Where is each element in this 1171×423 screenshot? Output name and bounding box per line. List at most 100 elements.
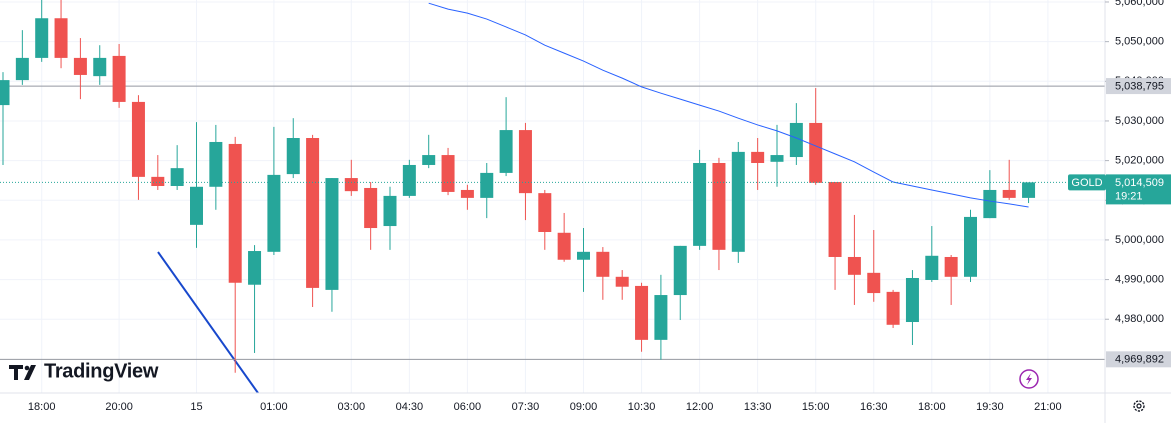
candle-body	[867, 272, 881, 294]
candle-body	[789, 122, 803, 158]
candle-body	[1002, 189, 1016, 198]
x-tick-label: 19:30	[976, 401, 1004, 413]
x-tick-label: 10:30	[628, 401, 656, 413]
candle-body	[325, 178, 339, 290]
candle-body	[228, 143, 242, 283]
candle-body	[654, 295, 668, 340]
alert-bolt[interactable]	[1026, 373, 1032, 385]
gear-outer[interactable]	[1133, 400, 1145, 412]
candle-body	[731, 151, 745, 252]
candle-body	[422, 155, 436, 165]
last-price-label: 5,014,509	[1115, 177, 1164, 189]
y-tick-label: 5,060,000	[1115, 0, 1164, 8]
x-tick-label: 09:00	[570, 401, 598, 413]
candle-body	[480, 172, 494, 198]
candle-body	[441, 155, 455, 192]
candle-body	[248, 251, 262, 285]
x-tick-label: 18:00	[28, 401, 56, 413]
candle-body	[170, 168, 184, 186]
candle-body	[673, 245, 687, 296]
candle-body	[925, 255, 939, 280]
gear-inner[interactable]	[1136, 403, 1142, 409]
candle-body	[905, 277, 919, 323]
symbol-label: GOLD	[1071, 177, 1102, 189]
x-tick-label: 04:30	[396, 401, 424, 413]
candle-body	[847, 256, 861, 275]
x-tick-label: 15	[190, 401, 202, 413]
y-tick-label: 5,020,000	[1115, 155, 1164, 167]
price-line-label: 5,038,795	[1115, 80, 1164, 92]
candle-body	[402, 164, 416, 196]
candle-body	[596, 251, 610, 277]
candle-body	[73, 57, 87, 75]
x-tick-label: 16:30	[860, 401, 888, 413]
candle-body	[15, 57, 29, 81]
candle-body	[286, 138, 300, 175]
x-tick-label: 03:00	[338, 401, 366, 413]
alert-icon[interactable]	[1019, 369, 1039, 389]
last-price-label-box	[1106, 174, 1171, 205]
y-tick-label: 5,030,000	[1115, 115, 1164, 127]
candle-body	[383, 195, 397, 227]
y-tick-label: 4,980,000	[1115, 313, 1164, 325]
x-tick-label: 07:30	[512, 401, 540, 413]
candle-body	[35, 18, 49, 58]
plot-area	[0, 0, 1105, 393]
moving-average-line	[428, 2, 1029, 208]
candle-body	[635, 285, 649, 340]
logo-slash	[24, 365, 36, 380]
y-tick-label: 5,000,000	[1115, 234, 1164, 246]
candle-body	[828, 182, 842, 257]
candle-body	[499, 130, 513, 173]
y-tick-label: 4,990,000	[1115, 273, 1164, 285]
x-tick-label: 12:00	[686, 401, 714, 413]
logo-dot	[24, 365, 30, 371]
candle-body	[770, 155, 784, 162]
x-tick-label: 06:00	[454, 401, 482, 413]
settings-icon[interactable]	[1133, 400, 1145, 412]
countdown-label: 19:21	[1115, 190, 1143, 202]
y-tick-label: 5,050,000	[1115, 36, 1164, 48]
price-line-label: 4,969,892	[1115, 354, 1164, 366]
candle-body	[538, 193, 552, 232]
candle-body	[267, 174, 281, 252]
candle-body	[93, 57, 107, 77]
candle-body	[306, 138, 320, 288]
alert-circle[interactable]	[1019, 369, 1039, 389]
candle-body	[983, 189, 997, 219]
candle-body	[944, 256, 958, 277]
x-tick-label: 15:00	[802, 401, 830, 413]
candle-body	[190, 186, 203, 225]
trend-line-drawing	[157, 251, 259, 393]
candle-body	[460, 189, 474, 198]
candle-body	[886, 291, 900, 325]
candle-body	[0, 80, 10, 106]
candle-body	[712, 162, 726, 250]
x-tick-label: 01:00	[260, 401, 288, 413]
symbol-label-box	[1068, 174, 1106, 191]
x-tick-label: 20:00	[105, 401, 133, 413]
candle-body	[1022, 182, 1036, 198]
candle-body	[112, 55, 126, 102]
price-line-label-box	[1106, 78, 1171, 95]
candle-body	[518, 130, 532, 194]
candle-body	[809, 122, 823, 183]
x-tick-label: 13:30	[744, 401, 772, 413]
logo-mark	[9, 365, 23, 380]
candle-body	[577, 251, 590, 260]
candle-body	[209, 141, 223, 187]
candle-body	[751, 151, 765, 163]
candle-body	[964, 216, 977, 277]
candle-body	[615, 276, 629, 287]
axes: 5,060,0005,050,0005,040,0005,030,0005,02…	[28, 0, 1171, 413]
brand-logo: TradingView	[9, 360, 159, 382]
candle-body	[557, 232, 571, 260]
candle-body	[364, 187, 378, 229]
x-tick-label: 18:00	[918, 401, 946, 413]
price-line-label-box	[1106, 351, 1171, 368]
candle-body	[693, 162, 707, 246]
candle-body	[131, 101, 145, 177]
x-tick-label: 21:00	[1034, 401, 1062, 413]
candle-body	[151, 176, 165, 186]
